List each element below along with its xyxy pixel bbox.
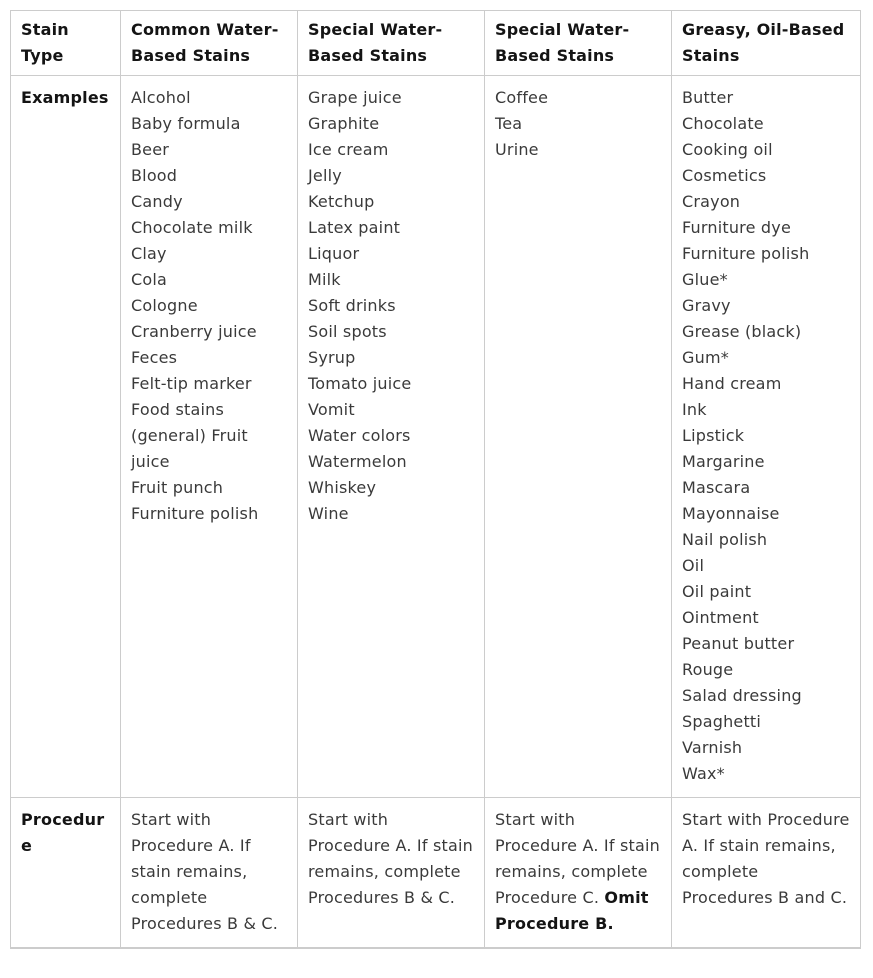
example-item: Alcohol xyxy=(131,88,191,107)
example-item: Feces xyxy=(131,348,178,367)
example-item: Ointment xyxy=(682,608,759,627)
header-cell-special-water-based-2: Special Water-Based Stains xyxy=(484,10,672,76)
example-item: Crayon xyxy=(682,192,741,211)
procedure-text: Start with Procedure A. If stain remains… xyxy=(308,810,473,907)
example-item: Candy xyxy=(131,192,183,211)
example-item: Nail polish xyxy=(682,530,768,549)
example-item: Salad dressing xyxy=(682,686,802,705)
example-item: Tomato juice xyxy=(308,374,412,393)
example-item: Chocolate milk xyxy=(131,218,253,237)
header-cell-stain-type: Stain Type xyxy=(10,10,121,76)
procedure-common-water-based-cell: Start with Procedure A. If stain remains… xyxy=(120,797,298,949)
example-item: Graphite xyxy=(308,114,380,133)
example-item: Furniture dye xyxy=(682,218,791,237)
examples-greasy-oil-based-cell: Butter Chocolate Cooking oil Cosmetics Crayo… xyxy=(671,75,861,798)
example-item: Soft drinks xyxy=(308,296,396,315)
header-label: Special Water-Based Stains xyxy=(308,20,443,65)
example-item: Ink xyxy=(682,400,707,419)
row-label-procedure: Procedure xyxy=(10,797,121,949)
example-item: Mayonnaise xyxy=(682,504,780,523)
example-item: Ice cream xyxy=(308,140,389,159)
header-row: Stain Type Common Water-Based Stains Spe… xyxy=(10,10,861,76)
examples-common-water-based-cell: Alcohol Baby formula Beer Blood Candy Chocola… xyxy=(120,75,298,798)
example-item: Lipstick xyxy=(682,426,745,445)
example-item: Food stains (general) Fruit juice xyxy=(131,400,248,471)
example-item: Cologne xyxy=(131,296,198,315)
example-item: Felt-tip marker xyxy=(131,374,252,393)
example-item: Cosmetics xyxy=(682,166,767,185)
example-item: Oil paint xyxy=(682,582,752,601)
examples-row: Examples Alcohol Baby formula Beer Blood Can… xyxy=(10,75,861,798)
stain-removal-table: Stain Type Common Water-Based Stains Spe… xyxy=(10,10,861,949)
procedure-bold-text: Omit Procedure B. xyxy=(495,888,649,933)
procedure-greasy-oil-based-cell: Start with Procedure A. If stain remains… xyxy=(671,797,861,949)
header-label: Special Water-Based Stains xyxy=(495,20,630,65)
example-item: Vomit xyxy=(308,400,355,419)
example-item: Furniture polish xyxy=(682,244,810,263)
procedure-text: Start with Procedure A. If stain remains… xyxy=(682,810,850,907)
procedure-row: Procedure Start with Procedure A. If sta… xyxy=(10,797,861,949)
example-item: Oil xyxy=(682,556,705,575)
procedure-text: Start with Procedure A. If stain remains… xyxy=(495,810,660,907)
example-item: Jelly xyxy=(308,166,342,185)
procedure-special-water-based-1-cell: Start with Procedure A. If stain remains… xyxy=(297,797,485,949)
row-label-examples: Examples xyxy=(10,75,121,798)
example-item: Syrup xyxy=(308,348,356,367)
procedure-text: Start with Procedure A. If stain remains… xyxy=(131,810,279,933)
header-cell-common-water-based: Common Water-Based Stains xyxy=(120,10,298,76)
example-item: Ketchup xyxy=(308,192,375,211)
example-item: Spaghetti xyxy=(682,712,762,731)
example-item: Coffee xyxy=(495,88,549,107)
example-item: Beer xyxy=(131,140,170,159)
example-item: Cranberry juice xyxy=(131,322,257,341)
example-item: Whiskey xyxy=(308,478,377,497)
example-item: Clay xyxy=(131,244,167,263)
example-item: Soil spots xyxy=(308,322,387,341)
example-item: Grape juice xyxy=(308,88,402,107)
example-item: Tea xyxy=(495,114,523,133)
example-item: Hand cream xyxy=(682,374,782,393)
example-item: Fruit punch xyxy=(131,478,224,497)
header-label: Greasy, Oil-Based Stains xyxy=(682,20,845,65)
example-item: Cola xyxy=(131,270,168,289)
example-item: Glue* xyxy=(682,270,728,289)
example-item: Chocolate xyxy=(682,114,764,133)
header-cell-special-water-based-1: Special Water-Based Stains xyxy=(297,10,485,76)
example-item: Wax* xyxy=(682,764,725,783)
example-item: Blood xyxy=(131,166,178,185)
example-item: Grease (black) xyxy=(682,322,802,341)
example-item: Water colors xyxy=(308,426,411,445)
example-item: Wine xyxy=(308,504,349,523)
header-cell-greasy-oil-based: Greasy, Oil-Based Stains xyxy=(671,10,861,76)
example-item: Cooking oil xyxy=(682,140,773,159)
example-item: Milk xyxy=(308,270,341,289)
procedure-special-water-based-2-cell: Start with Procedure A. If stain remains… xyxy=(484,797,672,949)
examples-special-water-based-2-cell: Coffee Tea Urine xyxy=(484,75,672,798)
example-item: Rouge xyxy=(682,660,734,679)
example-item: Varnish xyxy=(682,738,743,757)
example-item: Baby formula xyxy=(131,114,241,133)
example-item: Gravy xyxy=(682,296,731,315)
example-item: Peanut butter xyxy=(682,634,795,653)
example-item: Urine xyxy=(495,140,539,159)
examples-special-water-based-1-cell: Grape juice Graphite Ice cream Jelly Ketchup… xyxy=(297,75,485,798)
example-item: Butter xyxy=(682,88,734,107)
example-item: Watermelon xyxy=(308,452,407,471)
example-item: Margarine xyxy=(682,452,765,471)
example-item: Gum* xyxy=(682,348,729,367)
example-item: Liquor xyxy=(308,244,360,263)
header-label: Stain Type xyxy=(21,20,69,65)
header-label: Common Water-Based Stains xyxy=(131,20,279,65)
example-item: Furniture polish xyxy=(131,504,259,523)
example-item: Latex paint xyxy=(308,218,401,237)
example-item: Mascara xyxy=(682,478,751,497)
